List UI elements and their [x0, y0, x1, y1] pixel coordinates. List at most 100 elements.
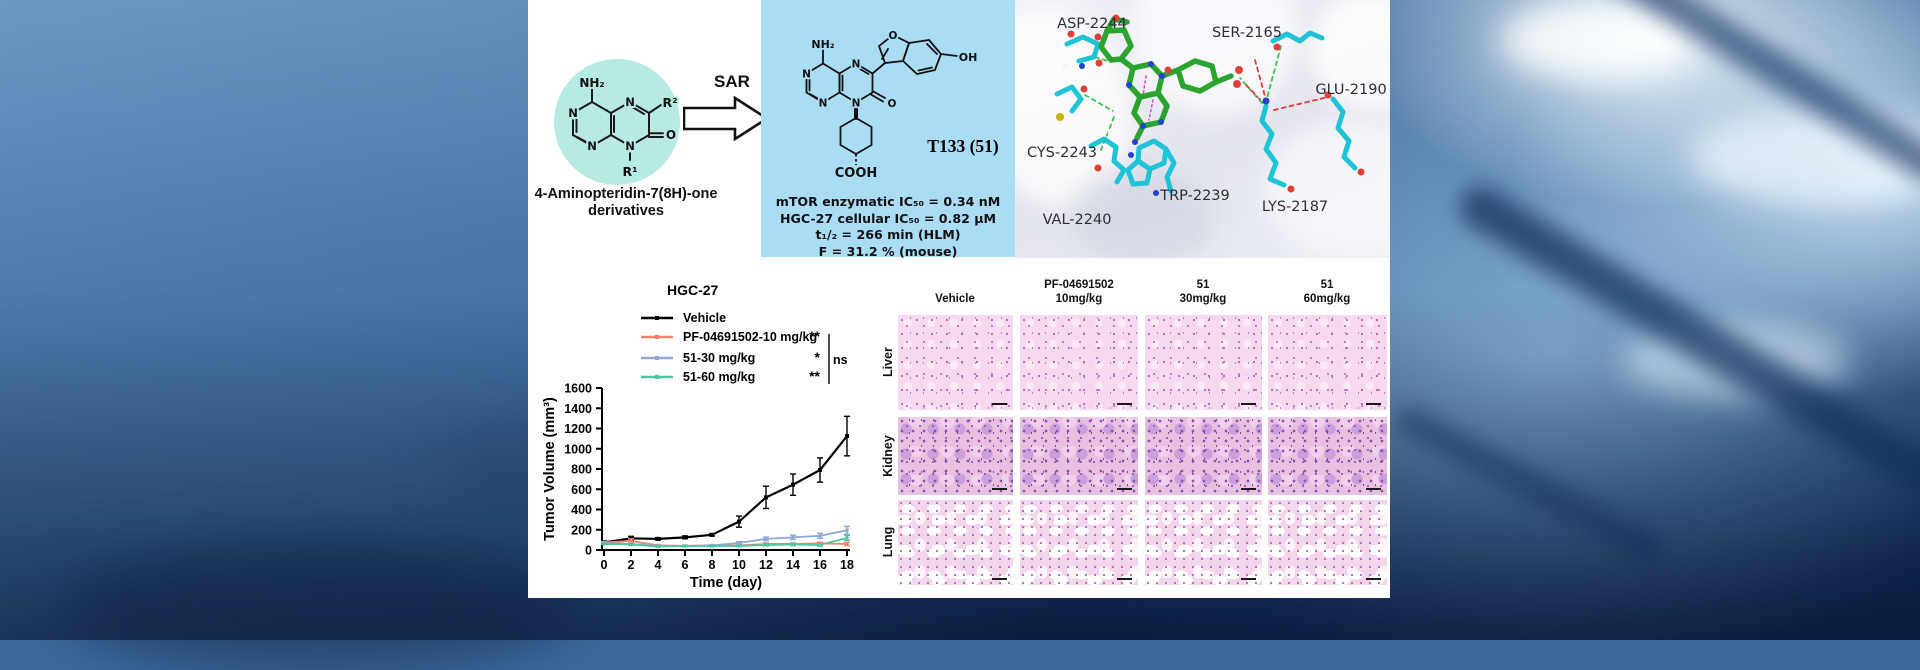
property-half-life: t₁/₂ = 266 min (HLM): [815, 227, 961, 242]
column-header-line2: 30mg/kg: [1179, 292, 1227, 305]
data-point: [818, 534, 822, 538]
svg-text:N: N: [568, 106, 578, 120]
compound-panel: [761, 0, 1015, 257]
chart-text: 1400: [564, 402, 592, 416]
column-header-line2: 10mg/kg: [1055, 292, 1103, 305]
histology-image-kidney-col1: [898, 417, 1013, 495]
histology-image-lung-col3: [1145, 500, 1262, 585]
chart-text: 1200: [564, 422, 592, 436]
data-point: [710, 544, 714, 548]
svg-text:COOH: COOH: [835, 166, 878, 180]
legend-marker-point: [655, 335, 659, 339]
svg-text:R²: R²: [662, 95, 677, 110]
data-point: [791, 542, 795, 547]
background-shadow: [60, 540, 580, 670]
svg-text:N: N: [625, 95, 635, 109]
svg-text:OH: OH: [959, 51, 978, 64]
chart-text: 0: [601, 558, 608, 572]
scaffold-highlight-circle: [554, 59, 680, 185]
chart-text: 10: [732, 558, 746, 572]
column-header-line2: 60mg/kg: [1303, 292, 1351, 305]
svg-text:N: N: [802, 69, 811, 81]
column-header-line1: [895, 279, 1015, 293]
svg-text:O: O: [666, 128, 676, 142]
histology-image-liver-col3: [1145, 315, 1262, 410]
chart-text: 1000: [564, 442, 592, 456]
chart-text: HGC-27: [667, 282, 719, 298]
data-point: [791, 482, 795, 487]
property-bioavailability: F = 31.2 % (mouse): [818, 243, 958, 259]
chart-text: 400: [571, 503, 592, 517]
data-point: [764, 537, 768, 541]
chart-text: 16: [813, 558, 827, 572]
data-point: [710, 532, 714, 537]
histology-row-label-kidney: Kidney: [881, 435, 895, 477]
data-point: [737, 544, 741, 548]
property-mtor-ic50: mTOR enzymatic IC₅₀ = 0.34 nM: [775, 194, 1001, 209]
svg-text:O: O: [889, 30, 898, 42]
chart-text: 4: [655, 558, 662, 572]
chart-text: 14: [786, 558, 800, 572]
data-point: [845, 536, 849, 540]
column-header-line1: 51: [1320, 279, 1334, 291]
data-point: [656, 536, 660, 541]
histology-column-header: 51 60mg/kg: [1267, 279, 1387, 306]
histology-row-label-liver: Liver: [881, 347, 895, 377]
chart-text: 800: [571, 463, 592, 477]
legend-marker-point: [655, 375, 659, 379]
chart-text: *: [815, 349, 821, 365]
svg-text:NH₂: NH₂: [579, 76, 604, 90]
data-point: [818, 543, 822, 547]
histology-image-kidney-col2: [1020, 417, 1138, 495]
tumor-volume-chart: 0 200 400 600 800 1000 1200 1400 1600 0 2 4 6 8 10 12 14…: [542, 282, 854, 591]
column-header-line1: 51: [1196, 279, 1210, 291]
data-point: [845, 542, 849, 546]
histology-image-liver-col4: [1268, 315, 1387, 410]
histology-image-lung-col4: [1268, 500, 1387, 585]
compound-properties: mTOR enzymatic IC₅₀ = 0.34 nM HGC-27 cel…: [764, 194, 1012, 260]
residue-label: CYS-2243: [1026, 145, 1098, 161]
data-point: [602, 542, 606, 546]
svg-text:N: N: [625, 139, 635, 153]
column-header-line1: PF-04691502: [1044, 279, 1114, 291]
residue-label: ASP-2244: [1057, 16, 1127, 32]
chart-text: 0: [585, 544, 592, 558]
residue-label: GLU-2190: [1315, 82, 1387, 98]
histology-image-lung-col2: [1020, 500, 1138, 585]
chart-text: 6: [682, 558, 689, 572]
histology-image-kidney-col4: [1268, 417, 1387, 495]
data-point: [764, 543, 768, 547]
property-cellular-ic50: HGC-27 cellular IC₅₀ = 0.82 μM: [779, 210, 997, 226]
data-point: [845, 434, 849, 439]
residue-label: SER-2165: [1212, 25, 1282, 41]
scaffold-caption: 4-Aminopteridin-7(8H)-one derivatives: [528, 186, 724, 220]
series-line: [603, 435, 848, 544]
chart-text: 1600: [564, 382, 592, 396]
binding-mode-panel: ASP-2244 SER-2165 GLU-2190 CYS-2243 TRP-…: [1015, 0, 1390, 258]
svg-text:N: N: [587, 139, 597, 153]
chart-text: Tumor Volume (mm³): [542, 397, 558, 541]
data-point: [737, 541, 741, 545]
graphical-abstract: NH₂ N N N N R² O R¹ SAR 4-Aminopteridin-…: [528, 0, 1390, 598]
chart-text: 600: [571, 483, 592, 497]
chart-text: 8: [709, 558, 716, 572]
data-point: [656, 544, 660, 549]
histology-column-header: 51 30mg/kg: [1143, 279, 1263, 306]
sar-label: SAR: [714, 72, 750, 91]
svg-text:NH₂: NH₂: [811, 38, 834, 51]
compound-name: T133 (51): [927, 136, 999, 156]
data-point: [737, 519, 741, 524]
svg-text:N: N: [819, 98, 828, 110]
chart-text: 18: [840, 558, 854, 572]
legend-marker-point: [655, 356, 659, 360]
data-point: [818, 468, 822, 473]
docking-sticks: [1054, 14, 1365, 196]
chart-text: 12: [759, 558, 773, 572]
caption-line2: derivatives: [588, 203, 664, 219]
column-header-line2: Vehicle: [935, 292, 975, 305]
histology-image-lung-col1: [898, 500, 1013, 585]
series-line: [603, 536, 848, 548]
sar-arrow-icon: [683, 96, 769, 141]
histology-row-label-lung: Lung: [881, 526, 895, 558]
scaffold-structure: NH₂ N N N N R² O R¹: [566, 74, 679, 181]
